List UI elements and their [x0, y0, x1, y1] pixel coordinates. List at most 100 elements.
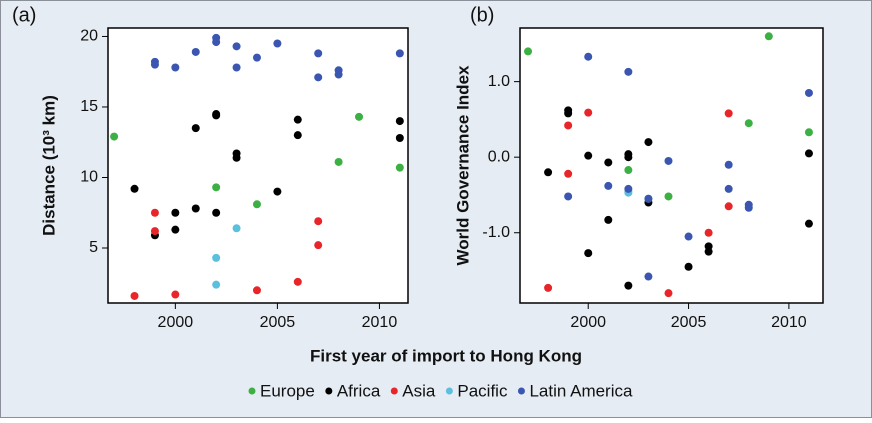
point	[804, 88, 813, 97]
point	[604, 181, 613, 190]
point	[314, 217, 323, 226]
panel-label: (b)	[470, 4, 494, 26]
point	[624, 153, 633, 162]
point	[544, 283, 553, 292]
point	[764, 32, 773, 41]
point	[704, 228, 713, 237]
point	[232, 63, 241, 72]
point	[724, 109, 733, 118]
point	[804, 219, 813, 228]
point	[171, 290, 180, 299]
point	[564, 121, 573, 130]
point	[150, 227, 159, 236]
plot-area	[107, 27, 409, 304]
y-tick-label: 10	[80, 169, 98, 186]
point	[314, 241, 323, 250]
point	[524, 47, 533, 56]
point	[624, 67, 633, 76]
point	[804, 128, 813, 137]
point	[724, 202, 733, 211]
legend-marker	[248, 387, 256, 395]
legend-label: Asia	[402, 381, 436, 400]
point	[724, 184, 733, 193]
point	[273, 187, 282, 196]
point	[684, 232, 693, 241]
point	[644, 194, 653, 203]
point	[584, 151, 593, 160]
x-axis-label: First year of import to Hong Kong	[310, 346, 582, 365]
point	[704, 247, 713, 256]
point	[564, 109, 573, 118]
point	[252, 200, 261, 209]
point	[212, 38, 221, 47]
point	[664, 289, 673, 298]
y-axis-label: World Governance Index	[453, 65, 472, 266]
point	[171, 63, 180, 72]
legend-marker	[390, 387, 398, 395]
point	[130, 291, 139, 300]
point	[191, 124, 200, 133]
point	[191, 47, 200, 56]
point	[252, 286, 261, 295]
point	[744, 119, 753, 128]
panel-label: (a)	[12, 4, 36, 26]
x-tick-label: 2000	[158, 314, 194, 331]
point	[212, 208, 221, 217]
point	[395, 49, 404, 58]
point	[724, 160, 733, 169]
point	[644, 272, 653, 281]
legend-marker	[325, 387, 333, 395]
point	[395, 134, 404, 142]
point	[664, 192, 673, 201]
plot-area	[519, 27, 824, 304]
y-tick-label: 1.0	[488, 73, 510, 90]
point	[171, 225, 180, 234]
point	[624, 184, 633, 193]
point	[395, 163, 404, 172]
point	[212, 253, 221, 262]
point	[624, 281, 633, 290]
y-tick-label: 15	[80, 98, 98, 115]
point	[584, 108, 593, 117]
point	[334, 70, 343, 79]
legend-marker	[445, 387, 453, 395]
legend-label: Latin America	[529, 381, 633, 400]
point	[624, 166, 633, 175]
point	[150, 60, 159, 69]
point	[293, 277, 302, 286]
point	[804, 149, 813, 158]
point	[212, 111, 221, 120]
point	[110, 132, 119, 141]
y-tick-label: 20	[80, 28, 98, 45]
x-tick-label: 2005	[260, 314, 296, 331]
point	[314, 73, 323, 82]
point	[744, 203, 753, 212]
x-tick-label: 2010	[771, 314, 807, 331]
y-tick-label: -1.0	[482, 224, 510, 241]
point	[334, 157, 343, 166]
y-tick-label: 0.0	[488, 148, 510, 165]
point	[564, 169, 573, 178]
point	[604, 215, 613, 224]
point	[544, 168, 553, 177]
point	[150, 208, 159, 217]
legend-label: Pacific	[457, 381, 508, 400]
point	[684, 262, 693, 271]
point	[314, 49, 323, 58]
point	[644, 138, 653, 147]
point	[232, 224, 241, 233]
y-tick-label: 5	[89, 239, 98, 256]
point	[584, 52, 593, 61]
legend-marker	[517, 387, 525, 395]
legend-label: Europe	[260, 381, 315, 400]
point	[252, 53, 261, 62]
point	[584, 249, 593, 258]
point	[355, 112, 364, 121]
x-tick-label: 2010	[362, 314, 398, 331]
point	[191, 204, 200, 213]
point	[232, 153, 241, 162]
point	[232, 42, 241, 51]
point	[604, 158, 613, 167]
point	[130, 184, 139, 193]
